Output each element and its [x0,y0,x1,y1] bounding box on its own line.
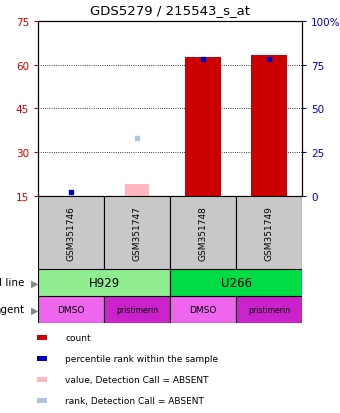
Bar [236,197,302,269]
Text: U266: U266 [221,276,252,289]
Text: rank, Detection Call = ABSENT: rank, Detection Call = ABSENT [65,396,204,405]
Text: pristimerin: pristimerin [248,305,290,314]
Text: DMSO: DMSO [189,305,217,314]
Text: percentile rank within the sample: percentile rank within the sample [65,354,218,363]
Bar [104,296,170,323]
Text: H929: H929 [88,276,120,289]
Text: GSM351746: GSM351746 [67,206,75,260]
Bar [37,356,47,361]
Text: GSM351747: GSM351747 [133,206,141,260]
Text: GSM351748: GSM351748 [199,206,207,260]
Text: DMSO: DMSO [57,305,85,314]
Bar [251,55,287,197]
Bar [37,398,47,403]
Bar [38,269,170,296]
Bar [170,197,236,269]
Bar [170,296,236,323]
Text: ▶: ▶ [31,305,38,315]
Bar [104,197,170,269]
Text: GSM351749: GSM351749 [265,206,273,260]
Text: GDS5279 / 215543_s_at: GDS5279 / 215543_s_at [90,4,250,17]
Bar [125,185,149,197]
Bar [170,269,302,296]
Text: count: count [65,333,91,342]
Bar [38,197,104,269]
Bar [38,296,104,323]
Text: ▶: ▶ [31,278,38,288]
Bar [37,377,47,382]
Text: value, Detection Call = ABSENT: value, Detection Call = ABSENT [65,375,209,384]
Bar [37,335,47,340]
Bar [236,296,302,323]
Text: cell line: cell line [0,278,24,288]
Bar [185,58,221,197]
Text: pristimerin: pristimerin [116,305,158,314]
Text: agent: agent [0,305,24,315]
